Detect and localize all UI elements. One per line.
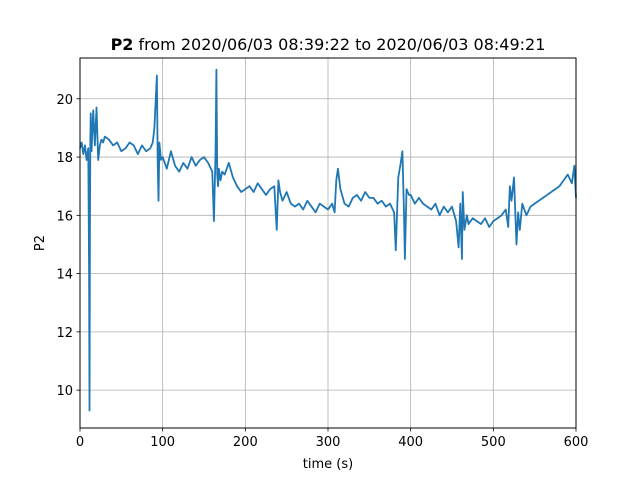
chart-title-bold: P2 [111, 35, 134, 54]
x-tick-label: 500 [481, 435, 506, 450]
x-tick-label: 400 [398, 435, 423, 450]
x-axis-label: time (s) [303, 457, 353, 472]
x-tick-label: 0 [76, 435, 84, 450]
x-tick-label: 200 [233, 435, 258, 450]
chart-title: P2 from 2020/06/03 08:39:22 to 2020/06/0… [111, 35, 546, 54]
ticks: 0 100 200 300 400 500 600 10 12 14 16 18 20 [56, 93, 588, 450]
y-tick-label: 14 [56, 268, 73, 283]
y-tick-label: 12 [56, 326, 73, 341]
y-tick-label: 20 [56, 93, 73, 108]
y-tick-label: 10 [56, 384, 73, 399]
series-layer [79, 68, 577, 412]
x-tick-label: 300 [316, 435, 341, 450]
x-tick-label: 600 [564, 435, 589, 450]
x-tick-label: 100 [150, 435, 175, 450]
p2-series-line [79, 68, 577, 412]
y-axis-label: P2 [33, 235, 48, 251]
chart-title-rest: from 2020/06/03 08:39:22 to 2020/06/03 0… [133, 35, 545, 54]
y-tick-label: 18 [56, 151, 73, 166]
y-tick-label: 16 [56, 209, 73, 224]
